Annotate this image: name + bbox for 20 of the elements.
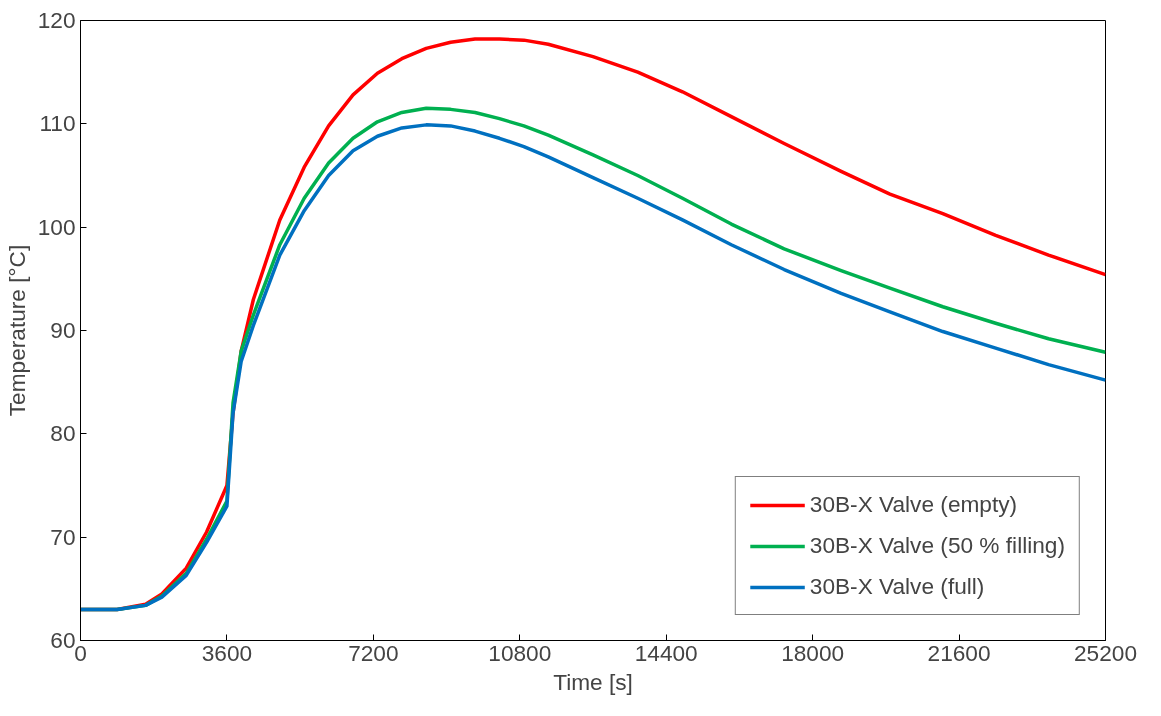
x-axis-title: Time [s]	[553, 668, 633, 695]
y-tick-label: 90	[50, 317, 76, 343]
legend-label: 30B-X Valve (50 % filling)	[809, 532, 1065, 559]
y-tick-label: 110	[39, 110, 76, 137]
legend-label: 30B-X Valve (full)	[809, 573, 985, 600]
x-tick-label: 3600	[201, 639, 253, 666]
y-tick-label: 120	[37, 7, 76, 33]
y-tick-label: 80	[50, 420, 76, 447]
y-tick-label: 60	[50, 627, 76, 653]
x-tick-label: 14400	[634, 639, 698, 666]
x-tick-label: 0	[74, 639, 87, 666]
x-tick-label: 25200	[1074, 639, 1138, 666]
x-tick-label: 7200	[348, 639, 399, 666]
y-axis-title: Temperature [°C]	[3, 244, 30, 417]
x-tick-label: 18000	[781, 639, 845, 666]
x-tick-label: 21600	[927, 639, 991, 666]
x-tick-label: 10800	[488, 639, 552, 666]
legend-label: 30B-X Valve (empty)	[809, 491, 1018, 518]
y-tick-label: 100	[37, 213, 76, 240]
y-tick-label: 70	[50, 523, 76, 550]
